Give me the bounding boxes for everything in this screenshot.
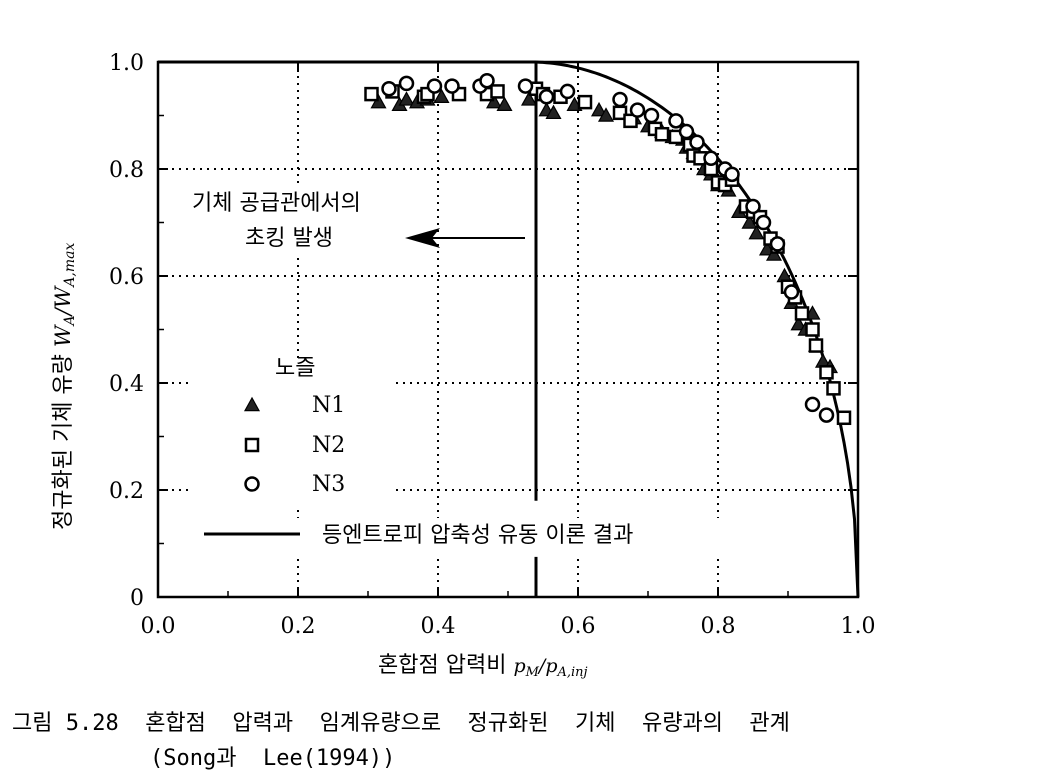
marker-n2-35 bbox=[836, 410, 852, 426]
marker-n1-10 bbox=[545, 104, 562, 120]
marker-n2-30 bbox=[794, 306, 810, 321]
legend-background bbox=[190, 360, 395, 510]
y-tick-label-5: 1.0 bbox=[109, 51, 144, 76]
marker-n3-2 bbox=[426, 78, 443, 94]
marker-n3-9 bbox=[612, 91, 628, 108]
marker-n3-6 bbox=[517, 78, 534, 94]
marker-n3-10 bbox=[629, 102, 646, 118]
legend-theory-label: 등엔트로피 압축성 유동 이론 결과 bbox=[322, 523, 633, 548]
grid bbox=[158, 62, 858, 597]
marker-n2-32 bbox=[808, 338, 824, 353]
x-tick-label-5: 1.0 bbox=[841, 614, 876, 639]
theory-legend-background bbox=[190, 518, 730, 556]
legend-title: 노즐 bbox=[275, 356, 315, 381]
marker-n3-1 bbox=[398, 75, 415, 92]
marker-n3-21 bbox=[783, 284, 800, 300]
legend-label-n3: N3 bbox=[312, 472, 345, 497]
legend-label-n2: N2 bbox=[312, 433, 345, 458]
marker-n1-6 bbox=[485, 93, 503, 109]
marker-n3-12 bbox=[668, 113, 684, 129]
marker-n1-2 bbox=[398, 91, 415, 106]
y-axis-title-text: 정규화된 기체 유량 bbox=[51, 347, 76, 530]
marker-n3-5 bbox=[479, 72, 495, 89]
legend: 노즐 N1 N2 N3 등엔트로피 압축성 유동 이론 결과 bbox=[204, 356, 633, 548]
annotation-background bbox=[190, 185, 420, 255]
marker-n3-15 bbox=[703, 150, 719, 167]
marker-n3-3 bbox=[444, 78, 460, 94]
y-tick-label-3: 0.6 bbox=[109, 265, 144, 290]
marker-n2-14 bbox=[654, 126, 670, 142]
marker-n1-13 bbox=[597, 107, 615, 122]
marker-n1-29 bbox=[765, 246, 783, 261]
marker-n3-14 bbox=[689, 134, 705, 150]
x-tick-label-2: 0.4 bbox=[421, 614, 456, 639]
legend-marker-n2 bbox=[244, 437, 260, 453]
marker-n2-6 bbox=[490, 84, 505, 99]
x-axis-title-math: pM/pA,inj bbox=[513, 655, 587, 680]
marker-n3-23 bbox=[818, 407, 835, 423]
x-tick-label-1: 0.2 bbox=[281, 614, 316, 639]
marker-n3-19 bbox=[755, 214, 772, 231]
marker-n3-13 bbox=[678, 123, 695, 140]
legend-marker-n1 bbox=[243, 396, 261, 412]
caption-line-2: (Song과 Lee(1994)) bbox=[150, 746, 396, 771]
marker-n1-27 bbox=[748, 224, 765, 240]
marker-n2-34 bbox=[826, 381, 841, 396]
marker-n3-17 bbox=[724, 166, 740, 183]
marker-n3-8 bbox=[559, 83, 576, 100]
marker-n1-12 bbox=[590, 101, 608, 117]
axes: 0.0 0.2 0.4 0.6 0.8 1.0 0 0.2 0.4 0.6 0.8 1.0 bbox=[109, 51, 876, 639]
annotation-line-2: 초킹 발생 bbox=[245, 226, 333, 251]
y-tick-label-1: 0.2 bbox=[109, 479, 144, 504]
marker-n3-20 bbox=[769, 236, 786, 252]
marker-n2-0 bbox=[364, 86, 379, 102]
marker-n1-32 bbox=[790, 315, 807, 331]
annotation-arrow-head bbox=[405, 228, 440, 248]
marker-n3-22 bbox=[804, 396, 821, 413]
y-tick-label-0: 0 bbox=[130, 586, 144, 611]
x-axis-title: 혼합점 압력비 pM/pA,inj bbox=[378, 653, 588, 680]
y-tick-label-2: 0.4 bbox=[109, 372, 144, 397]
marker-n2-12 bbox=[623, 113, 638, 129]
x-tick-label-4: 0.8 bbox=[701, 614, 736, 639]
caption-line-1: 그림 5.28 혼합점 압력과 임계유량으로 정규화된 기체 유량과의 관계 bbox=[12, 711, 790, 736]
legend-label-n1: N1 bbox=[312, 393, 345, 418]
marker-n1-5 bbox=[433, 88, 450, 103]
marker-n2-10 bbox=[577, 94, 593, 110]
theory-curve-group bbox=[158, 60, 860, 598]
marker-n2-31 bbox=[805, 322, 820, 337]
annotation-line-1: 기체 공급관에서의 bbox=[192, 191, 361, 216]
marker-n3-7 bbox=[538, 89, 555, 105]
y-axis-title-math: WA/WA,max bbox=[51, 243, 78, 348]
x-tick-label-3: 0.6 bbox=[561, 614, 596, 639]
marker-n3-18 bbox=[745, 198, 761, 215]
marker-n2-33 bbox=[819, 365, 834, 380]
y-axis-title: 정규화된 기체 유량 WA/WA,max bbox=[51, 243, 78, 530]
x-tick-label-0: 0.0 bbox=[141, 614, 176, 639]
marker-n1-0 bbox=[370, 93, 387, 109]
data-markers bbox=[364, 72, 852, 426]
marker-n1-8 bbox=[520, 91, 538, 106]
marker-n3-0 bbox=[381, 81, 397, 97]
legend-marker-n3 bbox=[244, 476, 260, 492]
y-tick-label-4: 0.8 bbox=[109, 158, 144, 183]
marker-n1-7 bbox=[496, 96, 513, 112]
plot-frame bbox=[156, 60, 860, 599]
x-axis-title-text: 혼합점 압력비 bbox=[378, 653, 513, 678]
marker-n3-11 bbox=[643, 107, 660, 124]
